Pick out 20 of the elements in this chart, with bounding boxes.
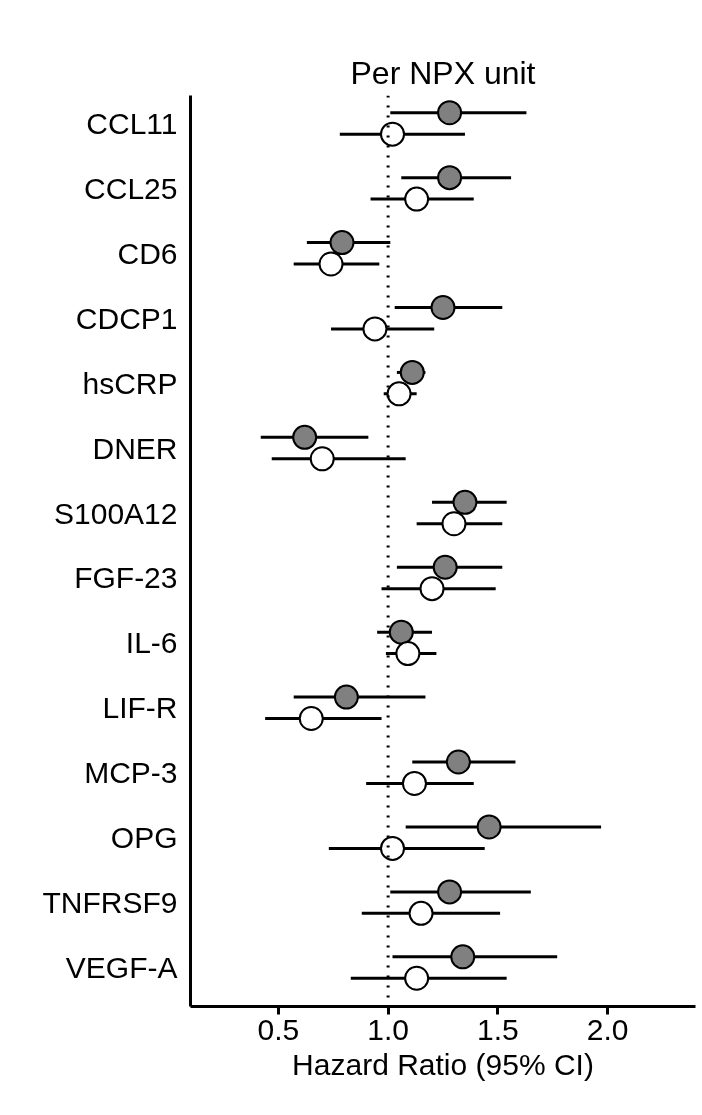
y-tick-label: CCL11 — [86, 106, 178, 140]
x-tick-label: 1.5 — [477, 1012, 519, 1046]
y-tick-label: CCL25 — [84, 171, 178, 205]
y-tick-label: OPG — [110, 821, 178, 855]
x-axis-title: Hazard Ratio (95% CI) — [292, 1047, 594, 1081]
y-tick-label: CD6 — [117, 236, 178, 270]
y-tick-label: IL-6 — [125, 626, 178, 660]
y-tick-label: hsCRP — [82, 366, 178, 400]
y-tick-label: CDCP1 — [75, 301, 178, 335]
y-tick-label: LIF-R — [102, 691, 178, 725]
y-tick-label: S100A12 — [54, 496, 178, 530]
x-tick-label: 1.0 — [367, 1012, 409, 1046]
y-tick-label: TNFRSF9 — [42, 886, 178, 920]
y-tick-label: VEGF-A — [65, 951, 178, 985]
chart-title: Per NPX unit — [350, 54, 536, 91]
y-tick-label: DNER — [92, 431, 178, 465]
x-tick-label: 0.5 — [257, 1012, 300, 1046]
y-tick-label: MCP-3 — [84, 756, 178, 790]
x-tick-label: 2.0 — [586, 1012, 629, 1046]
y-tick-label: FGF-23 — [74, 561, 178, 595]
